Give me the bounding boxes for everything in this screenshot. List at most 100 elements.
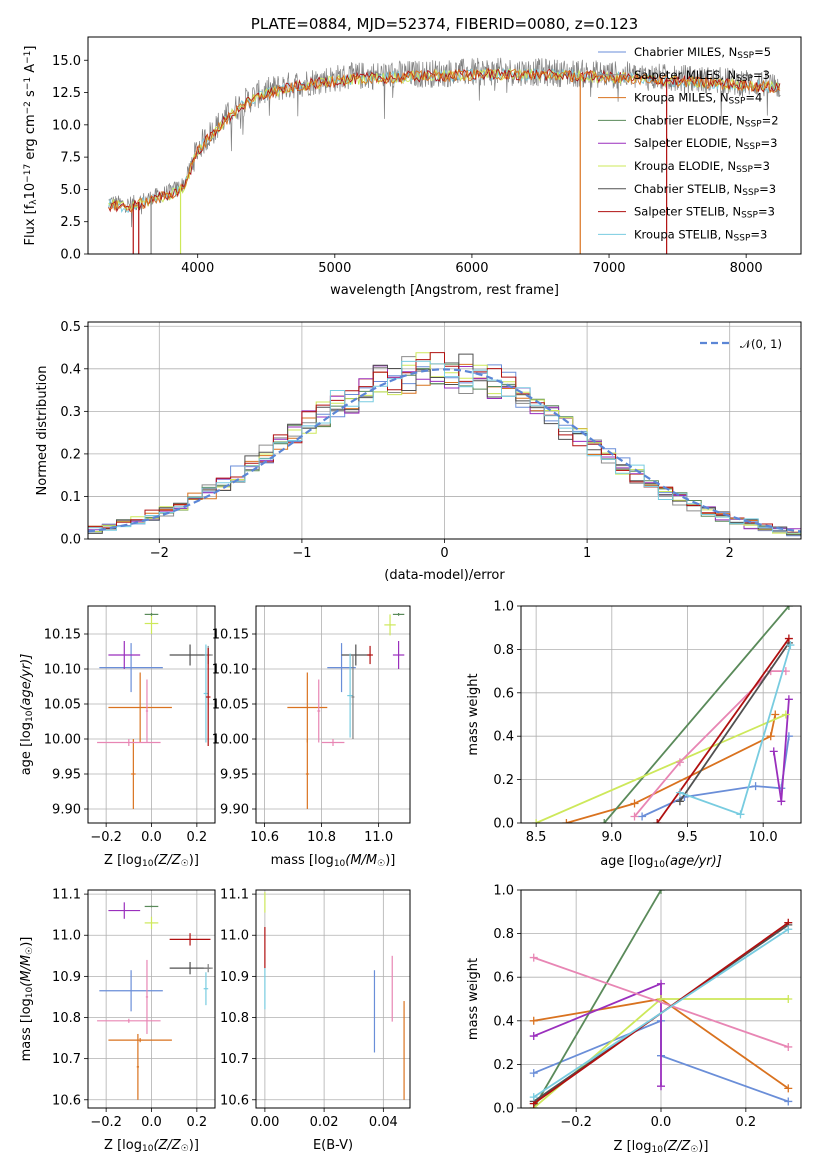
- x-tick-label: 0.04: [369, 1115, 398, 1130]
- x-axis-label-part: (M/M: [345, 853, 377, 868]
- errorbar-point: [97, 739, 161, 746]
- y-tick-label: 15.0: [52, 54, 81, 69]
- x-tick-label: 0.0: [141, 830, 162, 845]
- y-tick-label: 10.10: [44, 663, 81, 678]
- x-axis-label-part: )]: [385, 853, 395, 868]
- y-tick-label: 2.5: [60, 215, 81, 230]
- legend-entry-part: SSP: [744, 142, 761, 152]
- legend-entry-part: =2: [762, 113, 779, 127]
- legend-entry-part: =3: [758, 205, 775, 219]
- errorbar-point: [144, 613, 159, 616]
- mass-weight-marker: [784, 606, 793, 610]
- y-tick-label: 0.8: [493, 643, 514, 658]
- y-tick-label: 9.95: [220, 768, 249, 783]
- y-axis-label-part: ]: [23, 46, 38, 51]
- y-axis-label-part: λ: [29, 199, 39, 205]
- axes-age-vs-Z: −0.2 0.0 0.2 9.90 9.95 10.00 10.05 10.10 10.15 Z …: [19, 605, 216, 869]
- y-tick-label: 10.6: [220, 1093, 249, 1108]
- y-tick-label: 10.8: [220, 1011, 249, 1026]
- y-axis-label: mass weight: [466, 958, 481, 1040]
- axes-frame: [520, 605, 802, 824]
- x-tick-label: 0.2: [187, 1115, 208, 1130]
- mass-weight-marker: [529, 1016, 538, 1025]
- x-axis-label-part: (Z/Z: [153, 853, 181, 868]
- legend-entry: Salpeter MILES, NSSP=3: [634, 68, 770, 84]
- mass-weight-series-line: [535, 713, 787, 823]
- y-tick-label: 0.6: [493, 971, 514, 986]
- axes-mass-vs-EBV: 0.00 0.02 0.04 10.6 10.7 10.8 10.9 11.0 11.1 E(B-…: [220, 888, 411, 1153]
- y-tick-label: 10.05: [44, 698, 81, 713]
- mass-weight-marker: [766, 732, 775, 741]
- y-axis-label-part: erg cm: [23, 114, 38, 163]
- y-tick-label: 0.4: [493, 730, 514, 745]
- x-tick-label: 4000: [181, 261, 214, 276]
- x-axis-label: Z [log10(Z/Z☉)]: [104, 853, 199, 869]
- x-tick-label: 0.00: [250, 1115, 279, 1130]
- mass-weight-marker: [784, 995, 793, 1003]
- y-axis-label: Flux [fλ10−17 erg cm−2 s−1 A−1]: [23, 46, 39, 246]
- legend-entry-part: SSP: [737, 51, 754, 61]
- mass-weight-marker: [781, 710, 790, 719]
- mass-weight-series-line: [656, 637, 790, 823]
- y-tick-label: 10.10: [212, 663, 249, 678]
- x-tick-label: −0.2: [560, 1115, 592, 1130]
- model-spectrum-line: [108, 67, 781, 214]
- legend-entry-part: Salpeter ELODIE, N: [634, 136, 744, 150]
- x-axis-label-part: 10: [653, 860, 665, 870]
- errorbar-point: [169, 933, 211, 946]
- x-axis-label-part: Z [log: [104, 853, 142, 868]
- errorbar-point: [145, 959, 149, 1034]
- legend-entry: Salpeter ELODIE, NSSP=3: [634, 136, 777, 152]
- legend-entry-part: Salpeter STELIB, N: [634, 205, 741, 219]
- mass-weight-marker: [736, 810, 745, 819]
- axes-frame: [255, 605, 411, 824]
- legend-entry-part: =3: [759, 182, 776, 196]
- x-axis-label-part: ☉: [377, 859, 385, 869]
- y-tick-label: 0.1: [60, 490, 81, 505]
- legend-entry-part: SSP: [736, 74, 753, 84]
- y-tick-label: 11.0: [220, 929, 249, 944]
- legend-entry: Kroupa MILES, NSSP=4: [634, 91, 762, 107]
- errorbar-point: [108, 672, 172, 743]
- x-tick-label: 8.5: [526, 830, 547, 845]
- mass-weight-marker: [784, 634, 793, 643]
- errorbar-point: [97, 1018, 161, 1023]
- mass-weight-marker: [777, 797, 786, 806]
- x-tick-label: 0: [440, 546, 448, 561]
- errorbar-point: [205, 648, 211, 746]
- mass-weight-marker: [784, 695, 793, 704]
- y-tick-label: 1.0: [493, 600, 514, 615]
- legend-entry-part: SSP: [734, 234, 751, 244]
- x-tick-label: 2: [726, 546, 734, 561]
- errorbar-point: [351, 655, 355, 739]
- mass-weight-marker: [784, 1097, 793, 1106]
- mass-weight-marker: [675, 758, 684, 767]
- y-axis-label-part: )]: [19, 937, 34, 947]
- mass-weight-marker: [600, 819, 609, 823]
- y-axis-label-part: 10: [25, 986, 35, 998]
- y-tick-label: 10.9: [220, 970, 249, 985]
- y-tick-label: 0.0: [493, 1102, 514, 1117]
- x-axis-label: age [log10(age/yr)]: [600, 854, 722, 870]
- x-axis-label: mass [log10(M/M☉)]: [271, 853, 396, 869]
- errorbar-point: [169, 961, 211, 975]
- mass-weight-marker: [630, 812, 639, 821]
- y-tick-label: 0.2: [60, 447, 81, 462]
- errorbar-point: [287, 672, 328, 743]
- x-axis-label-part: (Z/Z: [663, 1139, 691, 1154]
- y-axis-label-part: 10: [25, 710, 35, 722]
- mass-weight-series-line: [532, 890, 662, 1108]
- y-axis-label-part: 10: [23, 183, 38, 200]
- x-axis-label-part: )]: [189, 853, 199, 868]
- legend-entry: Chabrier STELIB, NSSP=3: [634, 182, 776, 198]
- legend-entry: Chabrier MILES, NSSP=5: [634, 45, 771, 61]
- legend-entry: Chabrier ELODIE, NSSP=2: [634, 113, 779, 129]
- errorbar-point: [392, 641, 405, 669]
- x-axis-label-part: 10: [142, 1144, 154, 1154]
- legend-entry-part: Kroupa ELODIE, N: [634, 159, 736, 173]
- mass-weight-marker: [638, 812, 647, 821]
- legend-entry-part: SSP: [745, 120, 762, 130]
- y-tick-label: 0.2: [493, 773, 514, 788]
- y-tick-label: 10.9: [52, 970, 81, 985]
- x-axis-label: E(B-V): [313, 1138, 353, 1153]
